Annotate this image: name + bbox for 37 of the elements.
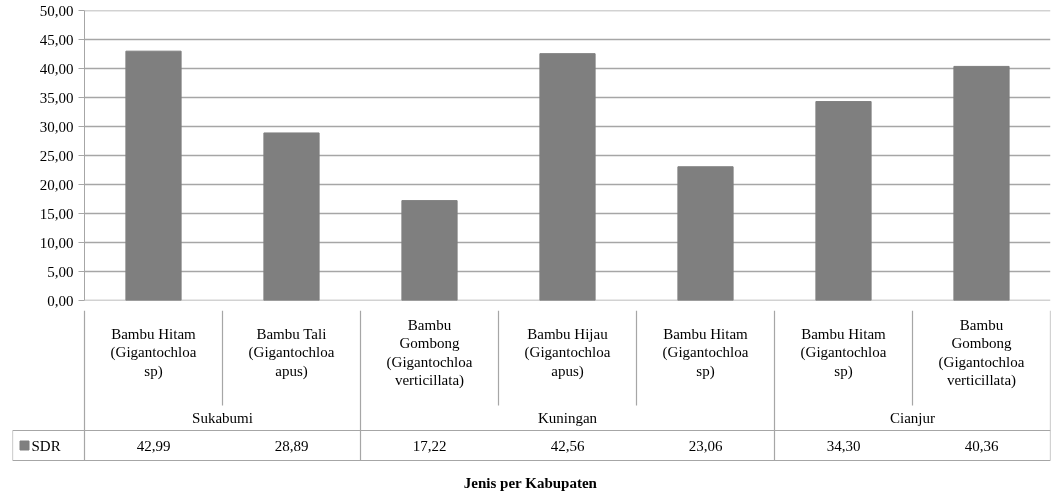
- bar: [953, 65, 1010, 301]
- y-tick-label: 40,00: [39, 60, 74, 77]
- y-tick-label: 0,00: [47, 292, 74, 309]
- bar: [539, 53, 596, 301]
- y-tick-label: 25,00: [39, 147, 74, 164]
- bar: [677, 166, 734, 301]
- y-tick-label: 30,00: [39, 118, 74, 135]
- bar: [401, 200, 458, 301]
- text: 42,56: [550, 437, 585, 454]
- y-tick-label: 20,00: [39, 176, 74, 193]
- y-tick-label: 5,00: [47, 263, 74, 280]
- x-tick-label: Bambu Hitam (Gigantochloa sp): [662, 326, 749, 380]
- text: Sukabumi: [192, 409, 253, 426]
- text: Cianjur: [890, 409, 935, 426]
- y-tick-label: 45,00: [39, 31, 74, 48]
- x-tick-label: Bambu Hijau (Gigantochloa apus): [524, 326, 611, 380]
- x-tick-label: Bambu Gombong (Gigantochloa verticillata): [386, 316, 473, 390]
- x-tick-label: Bambu Gombong (Gigantochloa verticillata): [938, 316, 1025, 390]
- x-tick-label: Bambu Tali (Gigantochloa apus): [248, 326, 335, 380]
- x-tick-label: Bambu Hitam (Gigantochloa sp): [110, 326, 197, 380]
- y-tick-label: 10,00: [39, 234, 74, 251]
- text: 34,30: [826, 437, 861, 454]
- text: Kuningan: [537, 409, 598, 426]
- text: 28,89: [274, 437, 309, 454]
- y-tick-label: 50,00: [39, 2, 74, 19]
- text: 17,22: [412, 437, 447, 454]
- text: 23,06: [688, 437, 723, 454]
- text: 42,99: [136, 437, 171, 454]
- x-tick-label: Bambu Hitam (Gigantochloa sp): [800, 326, 887, 380]
- bar: [125, 50, 182, 301]
- legend-label: SDR: [31, 437, 61, 454]
- text: Jenis per Kabupaten: [463, 474, 598, 491]
- y-tick-label: 15,00: [39, 205, 74, 222]
- y-tick-label: 35,00: [39, 89, 74, 106]
- bar: [815, 101, 872, 301]
- text: 40,36: [964, 437, 999, 454]
- bar: [263, 132, 320, 301]
